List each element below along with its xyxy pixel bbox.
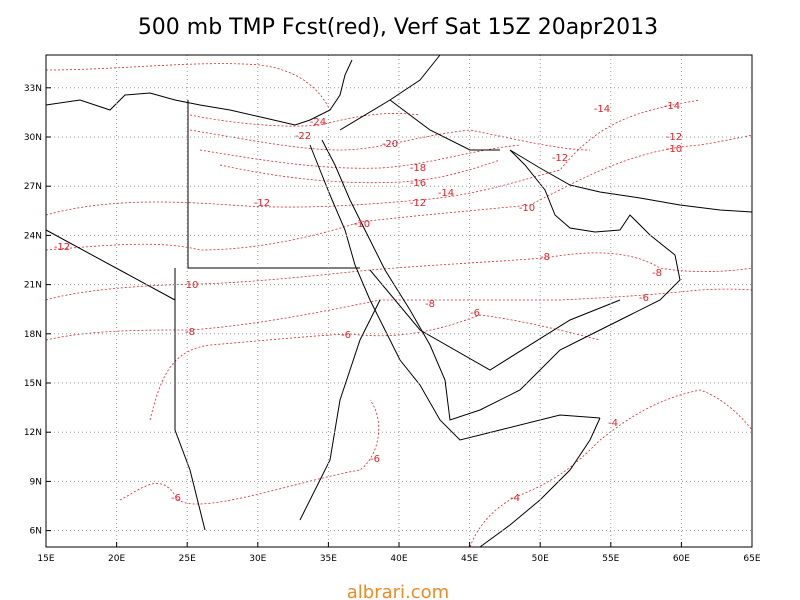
x-tick-label: 35E	[320, 554, 337, 564]
contour-label: -6	[470, 308, 480, 319]
y-tick-label: 9N	[30, 477, 42, 487]
y-tick-label: 33N	[24, 84, 42, 94]
contour-label: -10	[666, 144, 682, 155]
watermark: albrari.com	[347, 582, 449, 600]
contour-line	[45, 134, 753, 251]
contour-line	[189, 113, 421, 127]
y-tick-label: 18N	[24, 330, 42, 340]
x-tick-label: 65E	[743, 554, 760, 564]
contour-line	[219, 159, 501, 184]
contour-label: -12	[410, 198, 426, 209]
x-tick-label: 20E	[108, 554, 125, 564]
contour-label: -14	[664, 101, 680, 112]
y-tick-label: 30N	[24, 133, 42, 143]
border	[45, 229, 176, 301]
border	[174, 268, 206, 531]
border	[339, 54, 441, 131]
x-tick-label: 45E	[461, 554, 478, 564]
border	[369, 269, 621, 371]
borders	[45, 54, 621, 531]
contour-label: 10	[186, 280, 199, 291]
contour-line	[45, 288, 753, 341]
border	[187, 100, 360, 269]
y-tick-label: 27N	[24, 182, 42, 192]
border	[299, 299, 381, 521]
x-tick-label: 25E	[179, 554, 196, 564]
x-tick-label: 50E	[532, 554, 549, 564]
contour-label: -10	[519, 203, 535, 214]
contour-label: -12	[54, 242, 70, 253]
x-tick-label: 55E	[602, 554, 619, 564]
map-frame	[45, 54, 753, 548]
border	[389, 99, 500, 151]
x-tick-label: 30E	[249, 554, 266, 564]
contour-line	[189, 129, 591, 151]
coastline	[509, 149, 753, 213]
coastline	[45, 59, 353, 126]
contour-line	[119, 399, 380, 505]
x-tick-label: 15E	[37, 554, 54, 564]
contour-label: -8	[425, 299, 435, 310]
contour-label: -6	[171, 493, 181, 504]
contour-label: -24	[310, 117, 326, 128]
x-tick-label: 40E	[390, 554, 407, 564]
y-tick-label: 24N	[24, 231, 42, 241]
coastline	[309, 144, 601, 441]
contour-label: -18	[410, 163, 426, 174]
y-tick-label: 15N	[24, 379, 42, 389]
coastline	[479, 417, 601, 548]
contour-label: -12	[254, 198, 270, 209]
contour-label: -12	[666, 132, 682, 143]
contour-label: -6	[639, 293, 649, 304]
contour-line	[45, 252, 753, 301]
contour-label: -14	[594, 104, 610, 115]
contour-line	[149, 314, 601, 421]
coastlines	[45, 59, 753, 548]
y-tick-label: 21N	[24, 281, 42, 291]
contour-label: -4	[608, 418, 618, 429]
contour-line	[199, 144, 521, 169]
contour-label: -6	[341, 330, 351, 341]
contour-label: -14	[438, 188, 454, 199]
contour-label: -12	[552, 153, 568, 164]
contour-label: -8	[540, 252, 550, 263]
contour-label: -20	[382, 139, 398, 150]
contour-line	[469, 389, 753, 548]
map-title: 500 mb TMP Fcst(red), Verf Sat 15Z 20apr…	[138, 15, 658, 40]
contour-line	[45, 99, 701, 216]
contour-label: -16	[410, 178, 426, 189]
coastline	[321, 139, 681, 421]
contour-label: -6	[370, 454, 380, 465]
contour-line	[45, 63, 331, 111]
contour-label: -10	[354, 219, 370, 230]
y-tick-label: 6N	[30, 527, 42, 537]
contour-label: -22	[295, 131, 311, 142]
y-tick-label: 12N	[24, 428, 42, 438]
contour-label: -4	[510, 493, 520, 504]
x-tick-label: 60E	[673, 554, 690, 564]
contour-label: -8	[652, 268, 662, 279]
contour-label: -8	[185, 327, 195, 338]
